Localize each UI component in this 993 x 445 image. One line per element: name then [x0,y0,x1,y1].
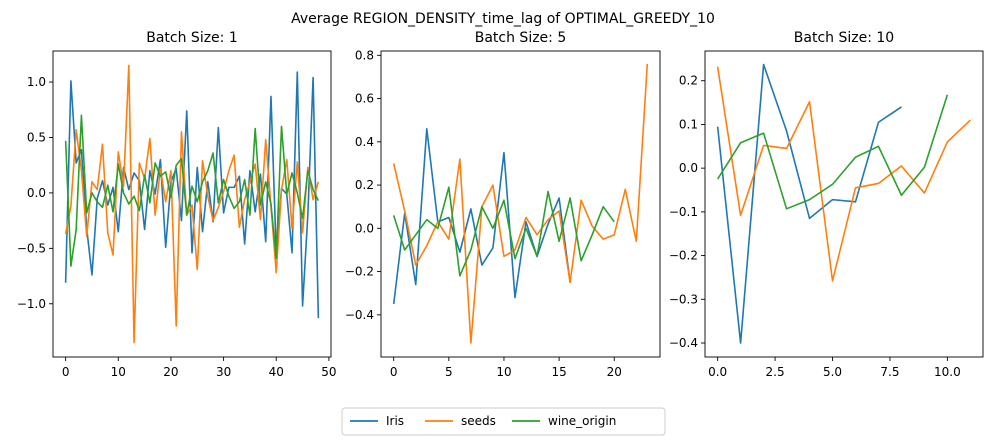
x-tick-label: 20 [607,365,622,379]
y-tick-label: 0.1 [679,117,698,131]
y-tick-label: 0.6 [355,92,374,106]
series-line-iris [716,63,902,344]
x-tick-label: 0 [390,365,398,379]
x-tick-label: 50 [321,365,336,379]
legend-label-wine-origin: wine_origin [548,414,616,428]
series-line-seeds [64,64,320,344]
subplot-2: Batch Size: 5 0 5 10 15 20 −0.4 −0.2 0.0 0.2 0.4 0.… [345,30,661,379]
legend-label-iris: Iris [386,414,404,428]
subplots: Batch Size: 10 10 20 30 40 50−1.0−0.50.00.51.… [17,30,984,379]
series-line-seeds [392,63,649,344]
series-line-seeds [716,66,971,282]
y-tick-label: 0.2 [355,178,374,192]
y-tick-label: 0.8 [355,48,374,62]
y-tick-label: 0.4 [355,135,374,149]
subplot-title: Batch Size: 5 [475,30,567,46]
y-tick-label: 0.0 [679,161,698,175]
y-tick-label: 0.5 [27,130,46,144]
y-tick-label: −1.0 [17,297,46,311]
series-line-iris [392,128,571,305]
x-tick-label: 10.0 [934,365,961,379]
y-tick-label: −0.2 [669,249,698,263]
subplot-1: Batch Size: 1 0 10 20 30 40 50 −1.0 −0.5 0.0 0.5 1.… [17,30,337,379]
y-tick-label: 0.0 [27,186,46,200]
x-tick-label: 5 [445,365,453,379]
y-tick-label: −0.1 [669,205,698,219]
series-line-wine-origin [392,186,615,277]
subplot-title: Batch Size: 10 [794,30,894,46]
legend-items: Iris seeds wine_origin [350,414,616,428]
y-tick-label: −0.4 [669,336,698,350]
subplot-title: Batch Size: 1 [146,30,238,46]
x-tick-label: 20 [163,365,178,379]
x-tick-label: 5.0 [823,365,842,379]
axes-frame [52,50,332,358]
y-tick-label: 0.0 [355,221,374,235]
x-tick-label: 0 [62,365,70,379]
figure-title: Average REGION_DENSITY_time_lag of OPTIM… [291,11,715,27]
legend-frame [341,407,666,436]
x-tick-label: 2.5 [766,365,785,379]
legend: Iris seeds wine_origin [341,407,666,436]
x-tick-label: 0.0 [708,365,727,379]
x-tick-label: 15 [551,365,566,379]
series-line-wine-origin [64,114,320,267]
legend-label-seeds: seeds [461,414,496,428]
x-tick-label: 7.5 [880,365,899,379]
y-tick-label: −0.2 [345,265,374,279]
x-tick-label: 10 [496,365,511,379]
y-tick-label: −0.4 [345,308,374,322]
y-tick-label: 1.0 [27,75,46,89]
axes-frame [704,50,984,358]
x-tick-label: 10 [111,365,126,379]
subplot-3: Batch Size: 10 0.0 2.5 5.0 7.5 10.0 −0.4 −0.3 −0… [669,30,984,379]
x-tick-label: 30 [216,365,231,379]
series-line-wine-origin [716,94,949,210]
axes-frame [380,50,661,358]
y-tick-label: −0.3 [669,292,698,306]
y-tick-label: 0.2 [679,74,698,88]
x-tick-label: 40 [269,365,284,379]
y-tick-label: −0.5 [17,241,46,255]
